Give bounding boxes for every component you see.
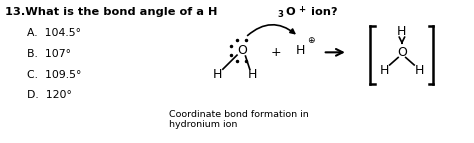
Text: +: +: [270, 46, 281, 59]
Text: C.  109.5°: C. 109.5°: [27, 70, 82, 80]
Text: H: H: [397, 25, 407, 38]
Text: H: H: [247, 68, 257, 81]
Text: O: O: [285, 7, 295, 17]
Text: A.  104.5°: A. 104.5°: [27, 28, 82, 38]
Text: H: H: [212, 68, 222, 81]
Text: Coordinate bond formation in
hydronium ion: Coordinate bond formation in hydronium i…: [169, 110, 309, 129]
FancyArrowPatch shape: [247, 25, 295, 35]
Text: 3: 3: [278, 10, 283, 19]
Text: D.  120°: D. 120°: [27, 90, 72, 100]
Text: 13.What is the bond angle of a H: 13.What is the bond angle of a H: [5, 7, 218, 17]
Text: O: O: [397, 46, 407, 59]
Text: H: H: [415, 64, 425, 77]
Text: B.  107°: B. 107°: [27, 49, 71, 59]
Text: O: O: [237, 44, 246, 57]
Text: ⊕: ⊕: [307, 36, 315, 45]
Text: ion?: ion?: [307, 7, 337, 17]
Text: H: H: [379, 64, 389, 77]
Text: H: H: [296, 44, 305, 57]
Text: +: +: [298, 5, 305, 14]
